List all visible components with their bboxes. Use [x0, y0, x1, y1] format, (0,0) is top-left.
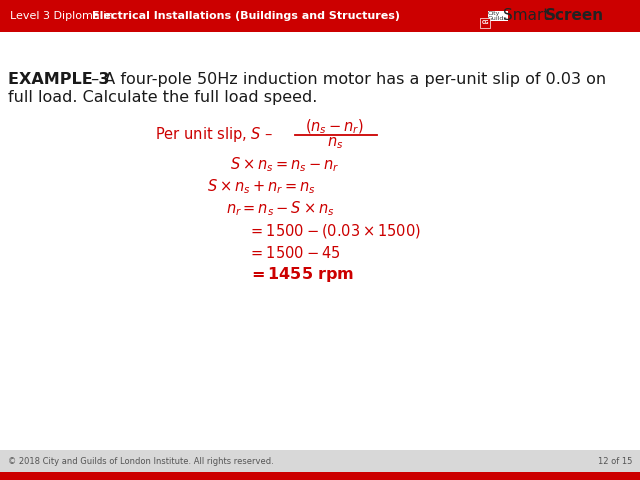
Text: Per unit slip, $S$ –: Per unit slip, $S$ –: [155, 125, 273, 144]
Text: $S \times n_s = n_s - n_r$: $S \times n_s = n_s - n_r$: [230, 156, 339, 174]
Text: $S \times n_s + n_r = n_s$: $S \times n_s + n_r = n_s$: [207, 178, 316, 196]
Text: © 2018 City and Guilds of London Institute. All rights reserved.: © 2018 City and Guilds of London Institu…: [8, 456, 274, 466]
Text: Electrical Installations (Buildings and Structures): Electrical Installations (Buildings and …: [92, 11, 400, 21]
Text: CG: CG: [481, 21, 489, 25]
Text: $\mathbf{= 1455\ rpm}$: $\mathbf{= 1455\ rpm}$: [248, 265, 354, 285]
Text: Level 3 Diploma in: Level 3 Diploma in: [10, 11, 117, 21]
Text: – A four-pole 50Hz induction motor has a per-unit slip of 0.03 on: – A four-pole 50Hz induction motor has a…: [86, 72, 606, 87]
Text: Screen: Screen: [545, 9, 604, 24]
Text: $n_r = n_s - S \times n_s$: $n_r = n_s - S \times n_s$: [226, 200, 335, 218]
Text: $(n_s - n_r)$: $(n_s - n_r)$: [305, 118, 365, 136]
Text: $n_s$: $n_s$: [327, 135, 343, 151]
Text: full load. Calculate the full load speed.: full load. Calculate the full load speed…: [8, 90, 317, 105]
Text: City
Guilds: City Guilds: [488, 11, 508, 22]
Bar: [0, 0, 640, 32]
Bar: [480, 18, 490, 28]
Text: $= 1500 - (0.03 \times 1500)$: $= 1500 - (0.03 \times 1500)$: [248, 222, 421, 240]
Bar: [0, 450, 640, 472]
Text: Smart: Smart: [503, 9, 549, 24]
Bar: [0, 472, 640, 480]
Text: EXAMPLE 3: EXAMPLE 3: [8, 72, 109, 87]
Text: 12 of 15: 12 of 15: [598, 456, 632, 466]
Text: $= 1500 - 45$: $= 1500 - 45$: [248, 245, 340, 261]
